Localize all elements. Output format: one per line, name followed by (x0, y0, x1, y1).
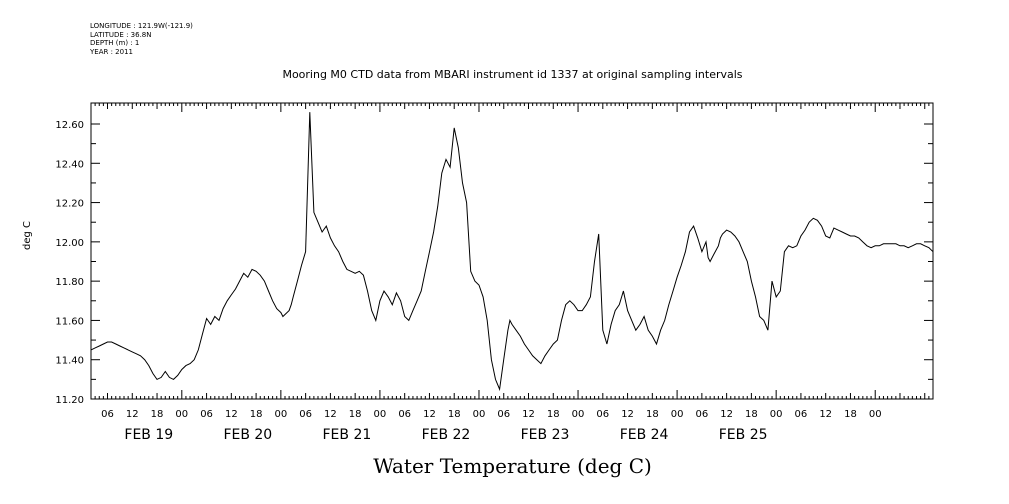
x-day-label: FEB 22 (422, 427, 471, 443)
x-axis-label: Water Temperature (deg C) (373, 454, 652, 478)
x-hour-label: 18 (448, 409, 461, 420)
metadata-block: LONGITUDE : 121.9W(-121.9) LATITUDE : 36… (90, 22, 193, 56)
x-hour-label: 18 (745, 409, 758, 420)
x-day-label: FEB 24 (620, 427, 669, 443)
temperature-series-line (90, 112, 934, 392)
x-hour-label: 12 (621, 409, 634, 420)
year-text: YEAR : 2011 (90, 47, 133, 56)
y-tick-label: 11.80 (55, 277, 84, 288)
y-tick-label: 11.40 (55, 356, 84, 367)
depth-text: DEPTH (m) : 1 (90, 39, 140, 48)
y-tick-label: 12.40 (55, 159, 84, 170)
x-hour-label: 18 (151, 409, 164, 420)
x-day-label: FEB 23 (521, 427, 570, 443)
x-day-label: FEB 20 (223, 427, 272, 443)
x-hour-label: 00 (274, 409, 287, 420)
x-hour-label: 00 (869, 409, 882, 420)
x-hour-label: 18 (349, 409, 362, 420)
x-hour-label: 12 (324, 409, 337, 420)
x-hour-label: 06 (398, 409, 411, 420)
x-hour-label: 06 (695, 409, 708, 420)
x-hour-label: 12 (720, 409, 733, 420)
x-day-label: FEB 21 (323, 427, 372, 443)
y-tick-label: 12.20 (55, 199, 84, 210)
x-hour-label: 06 (101, 409, 114, 420)
x-hour-label: 12 (423, 409, 436, 420)
x-hour-label: 00 (175, 409, 188, 420)
x-hour-label: 00 (473, 409, 486, 420)
x-hour-label: 00 (572, 409, 585, 420)
y-tick-label: 12.60 (55, 120, 84, 131)
x-hour-label: 18 (646, 409, 659, 420)
x-hour-label: 06 (200, 409, 213, 420)
plot-frame (90, 102, 934, 400)
x-hour-label: 18 (547, 409, 560, 420)
x-hour-label: 12 (819, 409, 832, 420)
x-hour-label: 06 (299, 409, 312, 420)
chart-title: Mooring M0 CTD data from MBARI instrumen… (282, 68, 743, 81)
x-hour-label: 00 (671, 409, 684, 420)
x-hour-label: 12 (522, 409, 535, 420)
x-hour-label: 12 (126, 409, 139, 420)
x-day-label: FEB 25 (719, 427, 768, 443)
x-hour-label: 18 (844, 409, 857, 420)
x-hour-label: 18 (250, 409, 263, 420)
x-hour-label: 00 (770, 409, 783, 420)
y-tick-label: 11.20 (55, 395, 84, 406)
longitude-text: LONGITUDE : 121.9W(-121.9) (90, 22, 193, 30)
x-hour-label: 06 (795, 409, 808, 420)
x-hour-label: 00 (374, 409, 387, 420)
y-tick-label: 11.60 (55, 316, 84, 327)
x-hour-label: 06 (497, 409, 510, 420)
latitude-text: LATITUDE : 36.8N (90, 30, 152, 39)
x-day-label: FEB 19 (124, 427, 173, 443)
x-hour-label: 12 (225, 409, 238, 420)
y-tick-label: 12.00 (55, 238, 84, 249)
x-hour-label: 06 (596, 409, 609, 420)
